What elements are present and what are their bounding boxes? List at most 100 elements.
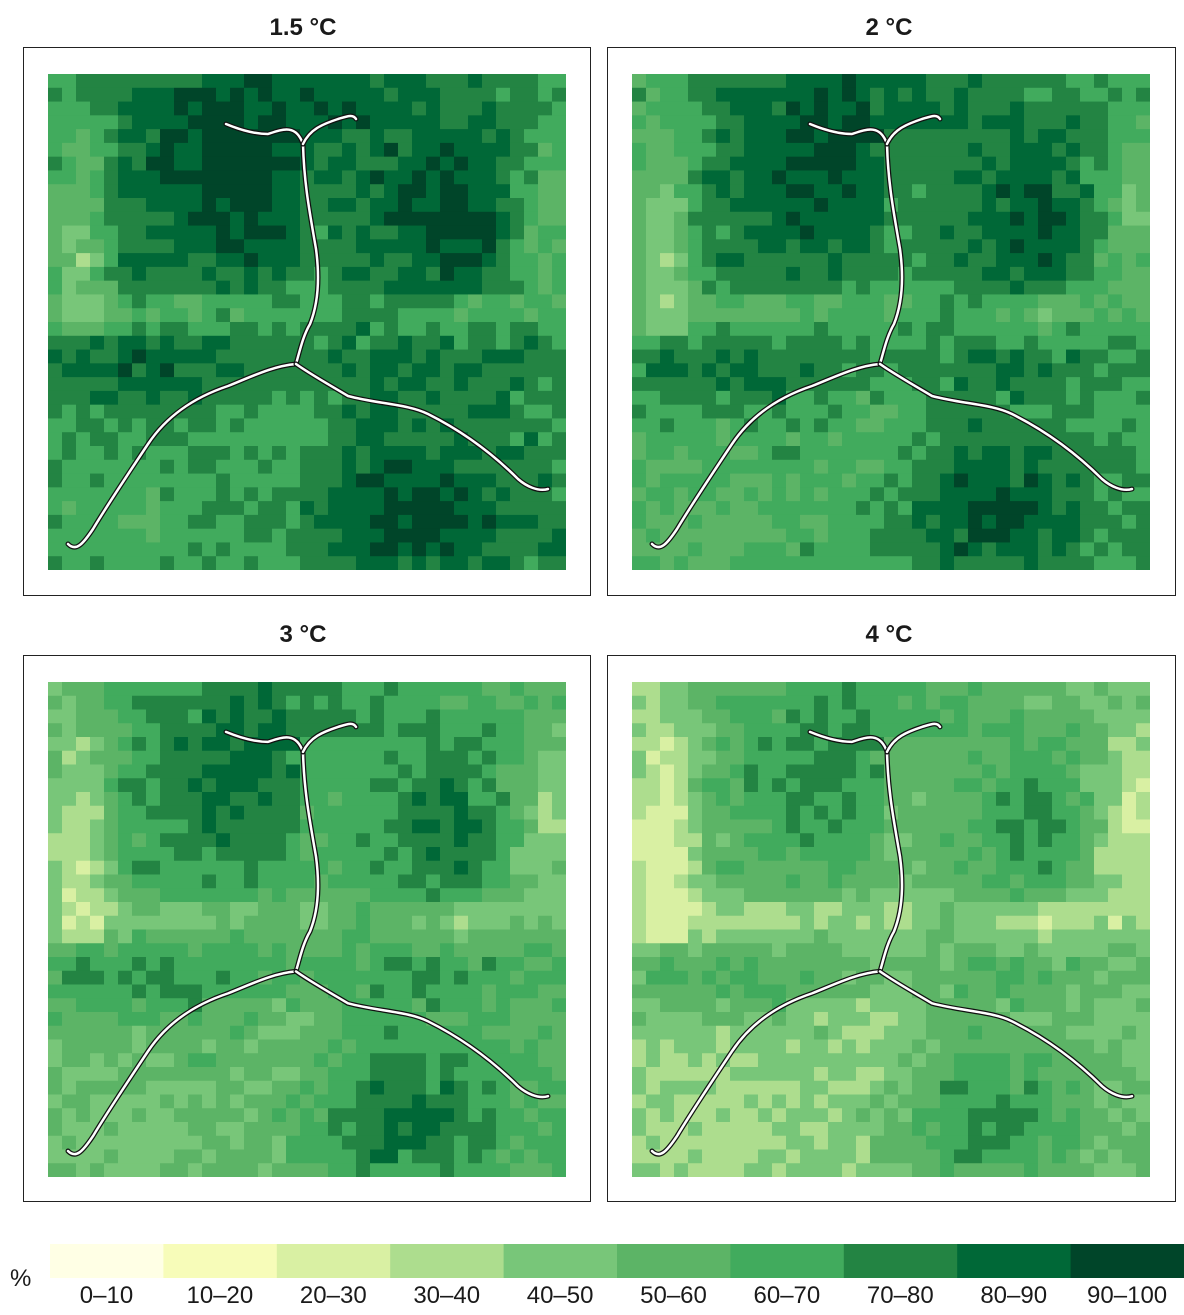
map-cell (772, 682, 787, 697)
map-cell (968, 792, 983, 807)
map-cell (646, 1080, 661, 1096)
map-cell (454, 363, 469, 378)
map-cell (870, 239, 885, 254)
map-cell (660, 764, 675, 779)
map-cell (48, 198, 63, 213)
map-cell (300, 1094, 315, 1109)
map-cell (702, 1135, 717, 1151)
map-cell (828, 1108, 843, 1123)
map-cell (76, 294, 91, 309)
map-cell (912, 198, 927, 213)
map-cell (702, 682, 717, 697)
map-cell (370, 1149, 385, 1164)
map-cell (230, 170, 245, 185)
map-cell (898, 211, 913, 227)
map-cell (174, 723, 189, 738)
map-cell (342, 170, 357, 185)
map-cell (384, 266, 399, 282)
map-cell (244, 1012, 259, 1027)
map-cell (384, 473, 399, 488)
map-cell (828, 156, 843, 172)
map-cell (174, 87, 189, 103)
map-cell (272, 404, 287, 420)
map-cell (118, 723, 133, 738)
map-cell (968, 778, 983, 793)
map-cell (898, 335, 913, 351)
map-cell (510, 915, 525, 931)
map-cell (842, 709, 857, 724)
map-cell (842, 459, 857, 475)
map-cell (426, 115, 441, 130)
map-cell (90, 74, 105, 89)
map-cell (1122, 363, 1137, 378)
map-cell (356, 156, 371, 172)
map-cell (398, 750, 413, 766)
map-cell (870, 888, 885, 903)
map-cell (454, 1135, 469, 1151)
map-cell (940, 101, 955, 116)
map-cell (552, 184, 566, 199)
map-cell (272, 225, 287, 240)
map-cell (174, 805, 189, 821)
map-cell (258, 542, 273, 557)
map-cell (786, 335, 801, 351)
map-cell (412, 915, 427, 931)
map-cell (90, 1039, 105, 1054)
map-cell (800, 929, 815, 944)
map-cell (814, 390, 829, 406)
map-cell (1122, 211, 1137, 227)
map-cell (118, 943, 133, 958)
map-cell (468, 418, 483, 433)
map-cell (674, 74, 689, 89)
map-cell (982, 501, 997, 516)
map-cell (730, 682, 745, 697)
map-cell (440, 847, 455, 862)
map-cell (688, 874, 703, 889)
map-cell (370, 778, 385, 793)
map-cell (786, 459, 801, 475)
map-cell (1108, 556, 1123, 570)
map-cell (688, 819, 703, 834)
map-cell (468, 335, 483, 351)
map-cell (940, 308, 955, 323)
map-cell (482, 957, 497, 972)
map-cell (772, 1094, 787, 1109)
map-cell (104, 888, 119, 903)
map-cell (104, 970, 119, 986)
map-cell (1122, 446, 1137, 461)
map-cell (870, 847, 885, 862)
map-cell (552, 363, 566, 378)
map-cell (538, 833, 553, 848)
map-cell (90, 418, 105, 433)
map-cell (132, 874, 147, 889)
map-cell (356, 556, 371, 570)
map-cell (258, 1149, 273, 1164)
map-cell (702, 805, 717, 821)
map-cell (454, 556, 469, 570)
map-cell (524, 970, 539, 986)
map-cell (716, 156, 731, 172)
map-cell (468, 1163, 483, 1177)
map-cell (90, 101, 105, 116)
map-cell (814, 874, 829, 889)
map-cell (286, 142, 301, 158)
map-cell (940, 473, 955, 488)
map-cell (1122, 390, 1137, 406)
map-cell (954, 723, 969, 738)
map-cell (104, 335, 119, 351)
map-cell (842, 860, 857, 876)
map-cell (314, 418, 329, 433)
map-cell (468, 1067, 483, 1082)
map-cell (758, 266, 773, 282)
map-cell (468, 915, 483, 931)
map-cell (1094, 294, 1109, 309)
map-cell (968, 459, 983, 475)
map-cell (272, 432, 287, 447)
map-cell (870, 709, 885, 724)
map-cell (870, 446, 885, 461)
map-cell (786, 695, 801, 711)
map-cell (688, 280, 703, 296)
map-cell (258, 792, 273, 807)
map-cell (660, 1025, 675, 1041)
map-cell (772, 501, 787, 516)
